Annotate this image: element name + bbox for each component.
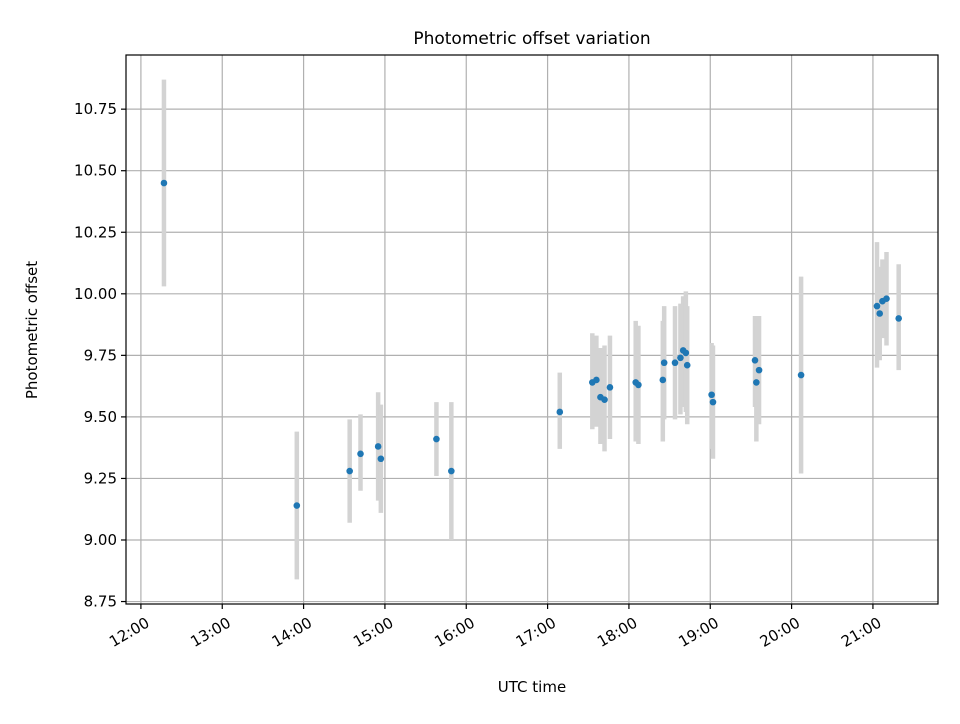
data-point xyxy=(659,376,667,384)
x-axis-ticks: 12:00 13:00 14:00 15:00 16:00 17:00 18:00 19:00… xyxy=(106,604,885,651)
error-bars xyxy=(161,79,901,580)
data-point xyxy=(753,379,760,386)
chart-title: Photometric offset variation xyxy=(413,29,650,49)
data-point xyxy=(606,384,614,391)
data-point xyxy=(751,356,759,364)
data-point xyxy=(797,371,805,379)
y-axis-ticks: 8.75 9.00 9.25 9.50 9.75 10.00 10.25 10.50 10.75 xyxy=(74,100,126,611)
data-point xyxy=(755,366,763,374)
data-point xyxy=(873,302,881,310)
data-point xyxy=(682,349,690,357)
x-tick-label: 21:00 xyxy=(838,614,884,651)
data-point xyxy=(601,396,608,403)
data-point xyxy=(671,359,679,367)
data-point xyxy=(593,376,600,384)
data-point xyxy=(160,179,168,187)
data-point xyxy=(635,381,642,389)
x-tick-label: 14:00 xyxy=(269,614,315,651)
data-point xyxy=(556,408,564,416)
y-tick-label: 10.50 xyxy=(74,162,117,180)
x-tick-label: 20:00 xyxy=(757,614,803,651)
data-point xyxy=(683,361,691,369)
x-tick-label: 16:00 xyxy=(431,614,477,651)
y-tick-label: 8.75 xyxy=(84,593,117,611)
data-point xyxy=(883,295,890,303)
y-tick-label: 9.75 xyxy=(84,346,117,364)
y-tick-label: 10.00 xyxy=(74,285,117,303)
y-tick-label: 9.00 xyxy=(84,531,117,549)
x-tick-label: 17:00 xyxy=(513,614,559,651)
data-point xyxy=(433,435,440,443)
x-tick-label: 15:00 xyxy=(350,614,396,651)
y-tick-label: 10.75 xyxy=(74,100,117,118)
data-point xyxy=(448,467,455,475)
x-tick-label: 18:00 xyxy=(594,614,640,651)
data-points xyxy=(160,179,902,509)
y-tick-label: 9.25 xyxy=(84,469,117,487)
data-point xyxy=(293,502,301,509)
x-tick-label: 19:00 xyxy=(675,614,721,651)
data-point xyxy=(346,467,353,475)
y-tick-label: 10.25 xyxy=(74,223,117,241)
y-tick-label: 9.50 xyxy=(84,408,117,426)
data-point xyxy=(357,450,364,458)
data-point xyxy=(377,455,385,463)
x-axis-label: UTC time xyxy=(498,678,566,696)
data-point xyxy=(374,443,382,450)
x-tick-label: 13:00 xyxy=(187,614,233,651)
data-point xyxy=(709,398,717,406)
data-point xyxy=(660,359,668,367)
data-point xyxy=(677,354,684,362)
y-axis-label: Photometric offset xyxy=(23,261,41,399)
grid-lines xyxy=(126,55,938,604)
data-point xyxy=(708,391,715,399)
data-point xyxy=(895,315,902,322)
plot-frame xyxy=(125,54,939,605)
x-tick-label: 12:00 xyxy=(106,614,152,651)
data-point xyxy=(876,310,884,317)
